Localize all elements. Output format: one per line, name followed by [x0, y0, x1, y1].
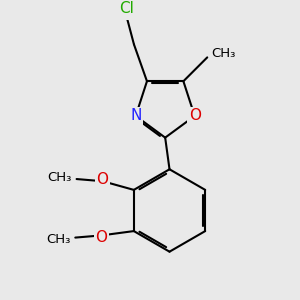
Text: CH₃: CH₃ — [47, 171, 71, 184]
Text: Cl: Cl — [119, 1, 134, 16]
Text: O: O — [189, 108, 201, 123]
Text: CH₃: CH₃ — [212, 46, 236, 60]
Text: CH₃: CH₃ — [46, 233, 70, 246]
Text: N: N — [130, 108, 141, 123]
Text: O: O — [95, 230, 107, 245]
Text: O: O — [97, 172, 109, 187]
